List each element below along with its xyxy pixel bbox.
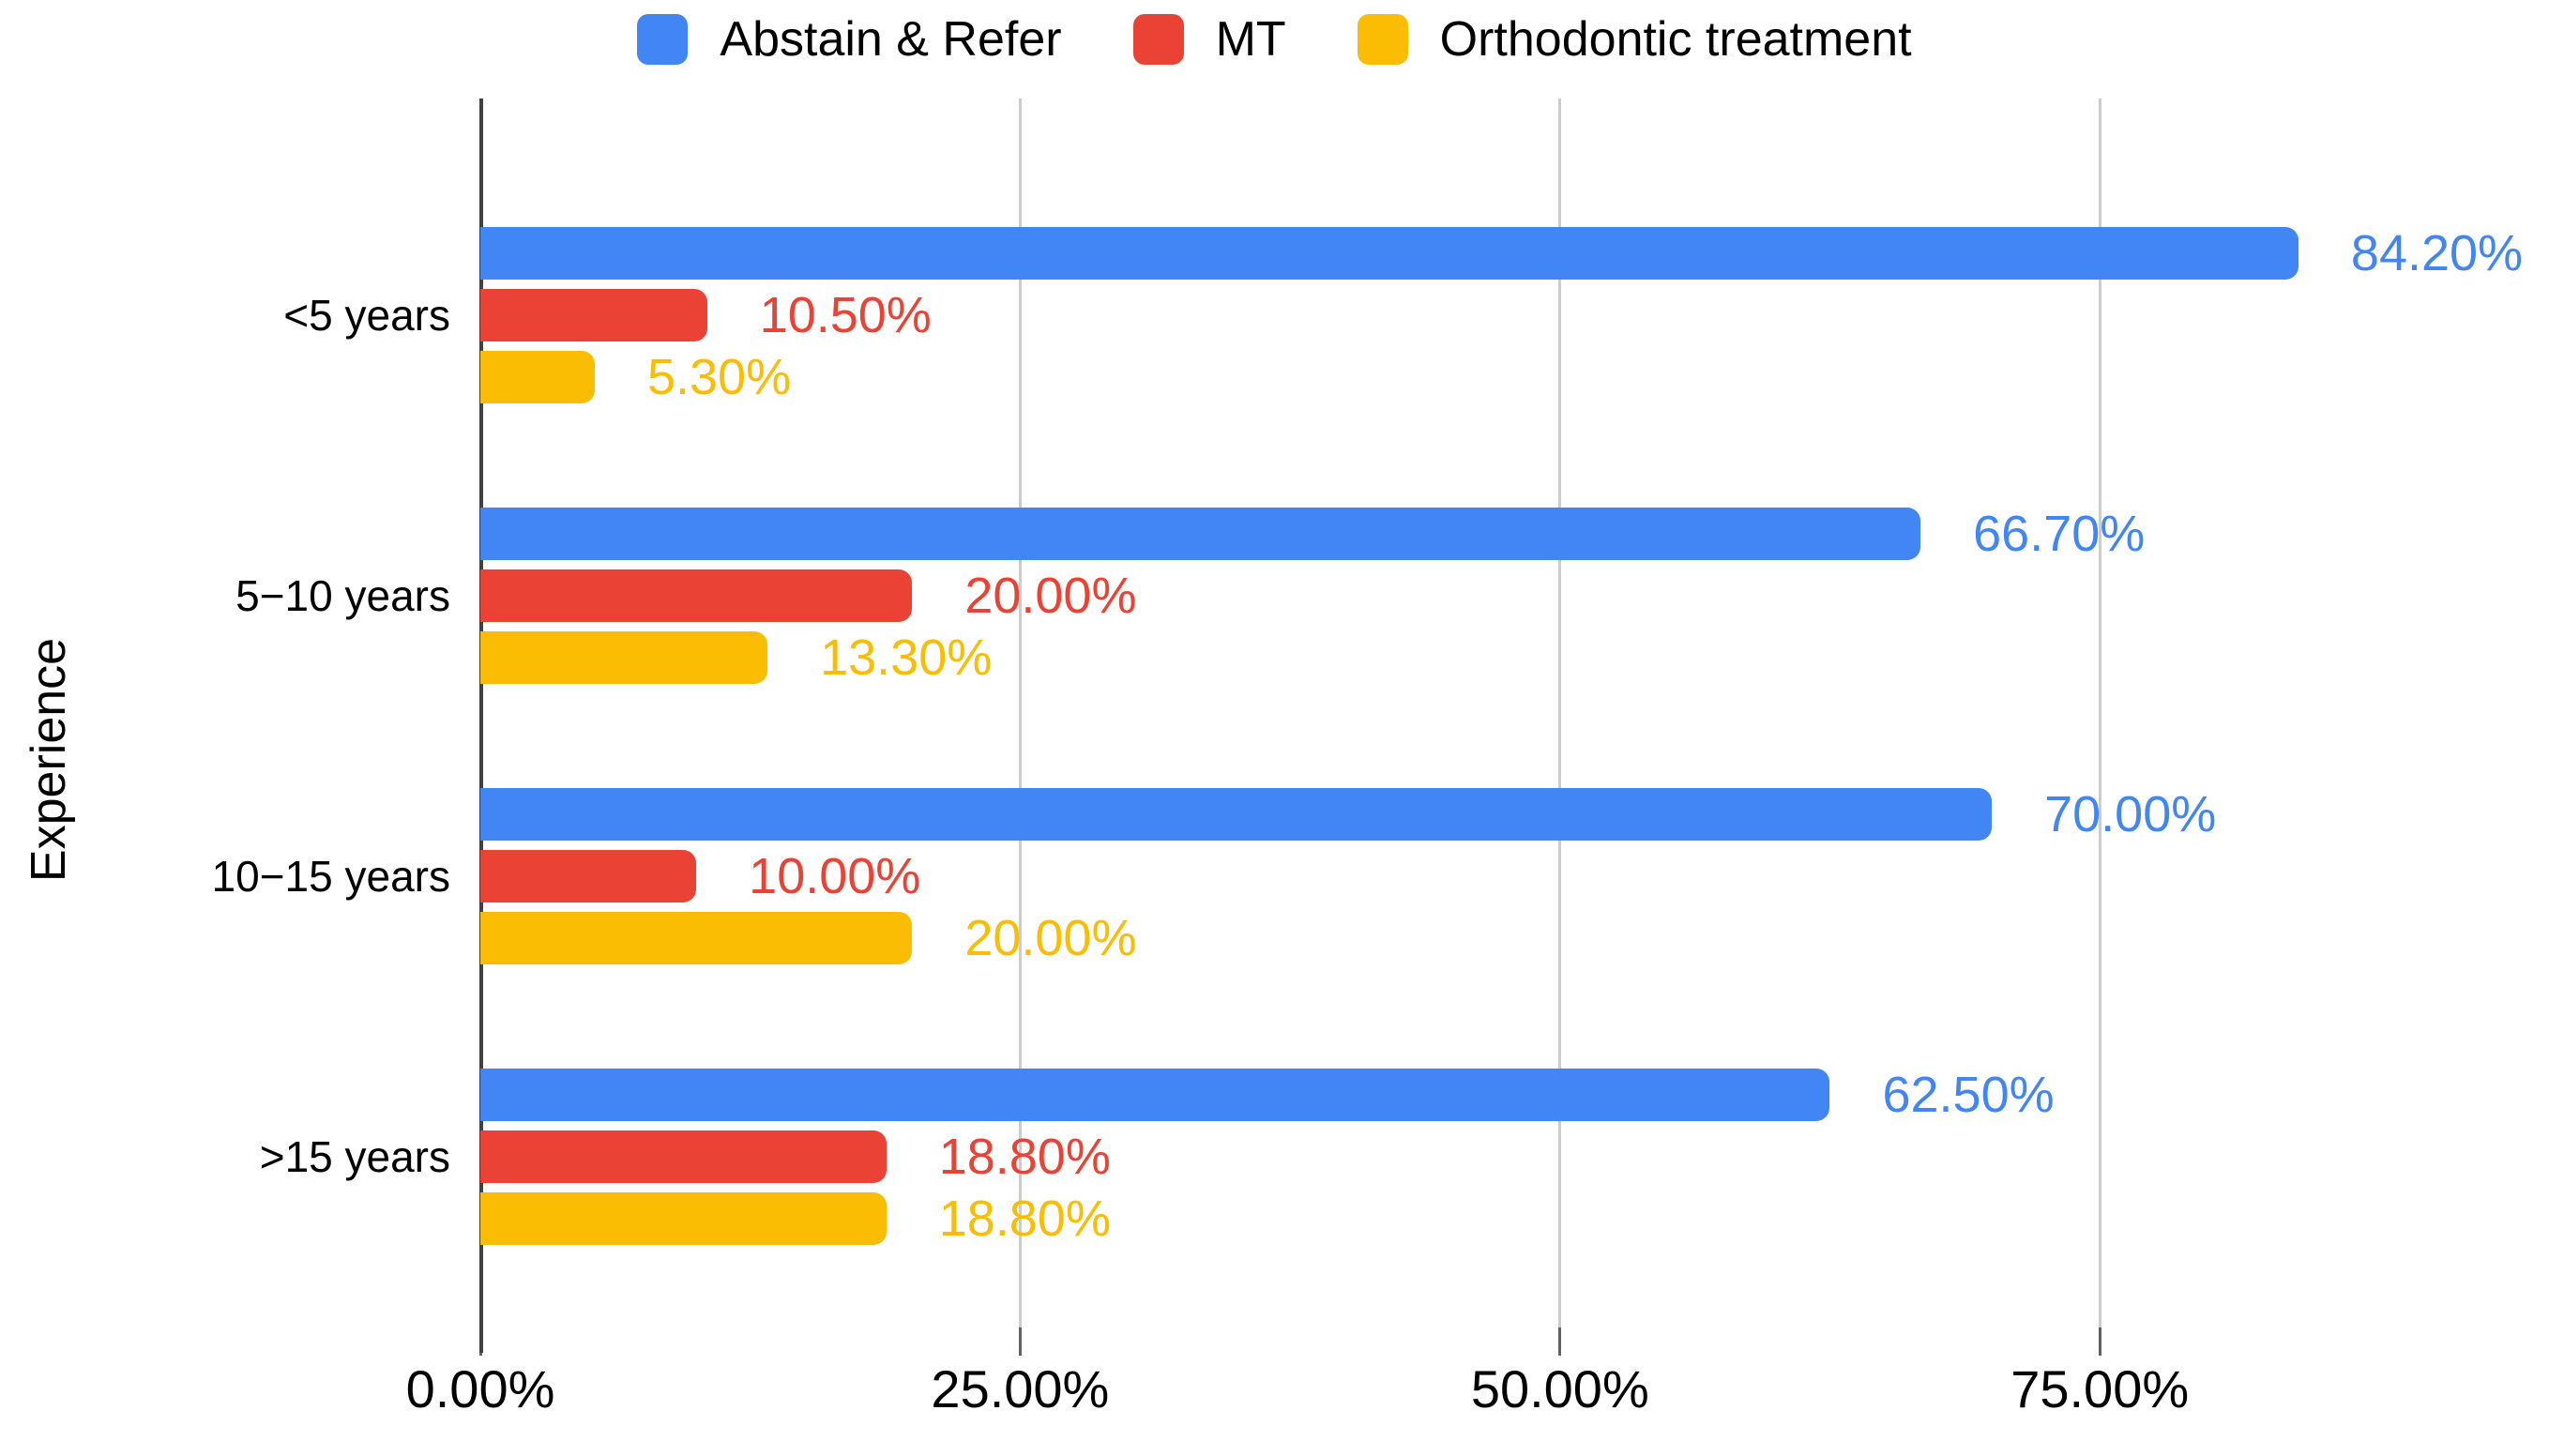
axis-tick-25 — [1018, 1327, 1022, 1356]
axis-tick-50 — [1558, 1327, 1562, 1356]
category-label-5-10-years: 5−10 years — [235, 571, 450, 620]
bar-mt-10-15-years — [480, 850, 697, 902]
legend-item-mt: MT — [1132, 11, 1286, 68]
chart-legend: Abstain & Refer MT Orthodontic treatment — [0, 11, 2549, 68]
bar-orthodontic-treatment-10-15-years — [480, 912, 913, 964]
legend-swatch-icon — [1132, 14, 1184, 65]
bar-abstain-refer-15-years — [480, 1069, 1830, 1121]
value-label-abstain-refer-5-10-years: 66.70% — [1973, 506, 2146, 562]
value-label-abstain-refer-5-years: 84.20% — [2350, 225, 2524, 281]
bar-orthodontic-treatment-5-10-years — [480, 631, 768, 684]
y-axis-title: Experience — [22, 637, 76, 883]
axis-tick-75 — [2098, 1327, 2101, 1356]
bar-mt-5-10-years — [480, 569, 913, 622]
bar-orthodontic-treatment-15-years — [480, 1192, 887, 1245]
legend-label: Abstain & Refer — [720, 12, 1062, 67]
value-label-mt-15-years: 18.80% — [938, 1129, 1111, 1185]
legend-swatch-icon — [637, 14, 689, 65]
value-label-mt-10-15-years: 10.00% — [749, 848, 921, 904]
value-label-abstain-refer-10-15-years: 70.00% — [2044, 786, 2217, 842]
value-label-orthodontic-treatment-15-years: 18.80% — [938, 1191, 1111, 1247]
plot-area: 84.20% 10.50% 5.30% 66.70% 20.00% 13.30% 70.00… — [478, 99, 2542, 1356]
value-label-orthodontic-treatment-10-15-years: 20.00% — [964, 910, 1137, 966]
legend-item-orthodontic-treatment: Orthodontic treatment — [1357, 11, 1912, 68]
value-label-mt-5-years: 10.50% — [759, 287, 932, 343]
x-tick-label-0: 0.00% — [405, 1359, 555, 1418]
category-label-5-years: <5 years — [283, 291, 450, 340]
legend-label: MT — [1215, 12, 1286, 67]
gridline-75 — [2098, 99, 2101, 1327]
x-tick-label-25: 25.00% — [931, 1359, 1110, 1418]
value-label-orthodontic-treatment-5-10-years: 13.30% — [820, 629, 993, 686]
value-label-orthodontic-treatment-5-years: 5.30% — [646, 349, 792, 405]
bar-abstain-refer-10-15-years — [480, 788, 1993, 841]
category-label-15-years: >15 years — [259, 1132, 450, 1181]
bar-abstain-refer-5-years — [480, 227, 2299, 280]
bar-mt-15-years — [480, 1130, 887, 1183]
x-tick-label-50: 50.00% — [1470, 1359, 1649, 1418]
bar-abstain-refer-5-10-years — [480, 508, 1921, 560]
value-label-mt-5-10-years: 20.00% — [964, 568, 1137, 624]
bar-mt-5-years — [480, 289, 707, 341]
bar-orthodontic-treatment-5-years — [480, 351, 595, 403]
gridline-25 — [1018, 99, 1022, 1327]
legend-swatch-icon — [1357, 14, 1408, 65]
legend-label: Orthodontic treatment — [1439, 12, 1912, 67]
category-label-10-15-years: 10−15 years — [211, 852, 450, 901]
gridline-50 — [1558, 99, 1562, 1327]
x-tick-label-75: 75.00% — [2010, 1359, 2190, 1418]
legend-item-abstain-refer: Abstain & Refer — [637, 11, 1062, 68]
value-label-abstain-refer-15-years: 62.50% — [1882, 1067, 2055, 1123]
y-axis-line — [479, 99, 483, 1353]
